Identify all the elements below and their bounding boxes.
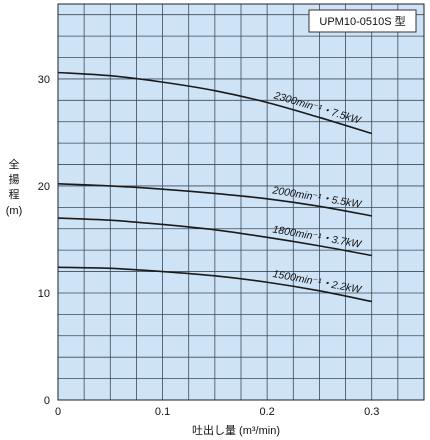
curves <box>57 71 372 303</box>
series-line <box>57 183 372 217</box>
y-axis-label-char: 全 <box>9 157 20 171</box>
y-axis-label-char: 揚 <box>9 173 20 186</box>
model-label-box: UPM10-0510S 型 <box>308 9 417 33</box>
y-tick-label: 20 <box>38 181 50 193</box>
series-line <box>57 71 372 135</box>
y-axis-label-char: 程 <box>9 188 20 201</box>
y-tick-label: 30 <box>38 74 50 86</box>
y-tick-label: 0 <box>44 395 50 407</box>
series-line <box>57 217 372 257</box>
plot-frame <box>57 3 425 401</box>
y-tick-label: 10 <box>38 288 50 300</box>
grid-lines <box>58 4 424 400</box>
x-tick-label: 0.1 <box>155 406 170 418</box>
y-axis-label: 全 揚 程 (m) <box>6 157 23 217</box>
y-tick-labels: 0 10 20 30 <box>38 74 50 407</box>
x-tick-label: 0.3 <box>364 406 379 418</box>
x-tick-labels: 0 0.1 0.2 0.3 <box>55 406 379 418</box>
y-axis-label-unit: (m) <box>6 205 23 217</box>
model-label: UPM10-0510S 型 <box>319 14 405 28</box>
x-tick-label: 0 <box>55 406 61 418</box>
series-line <box>57 266 372 303</box>
x-axis-label: 吐出し量 (m³/min) <box>192 423 280 437</box>
x-tick-label: 0.2 <box>259 406 274 418</box>
